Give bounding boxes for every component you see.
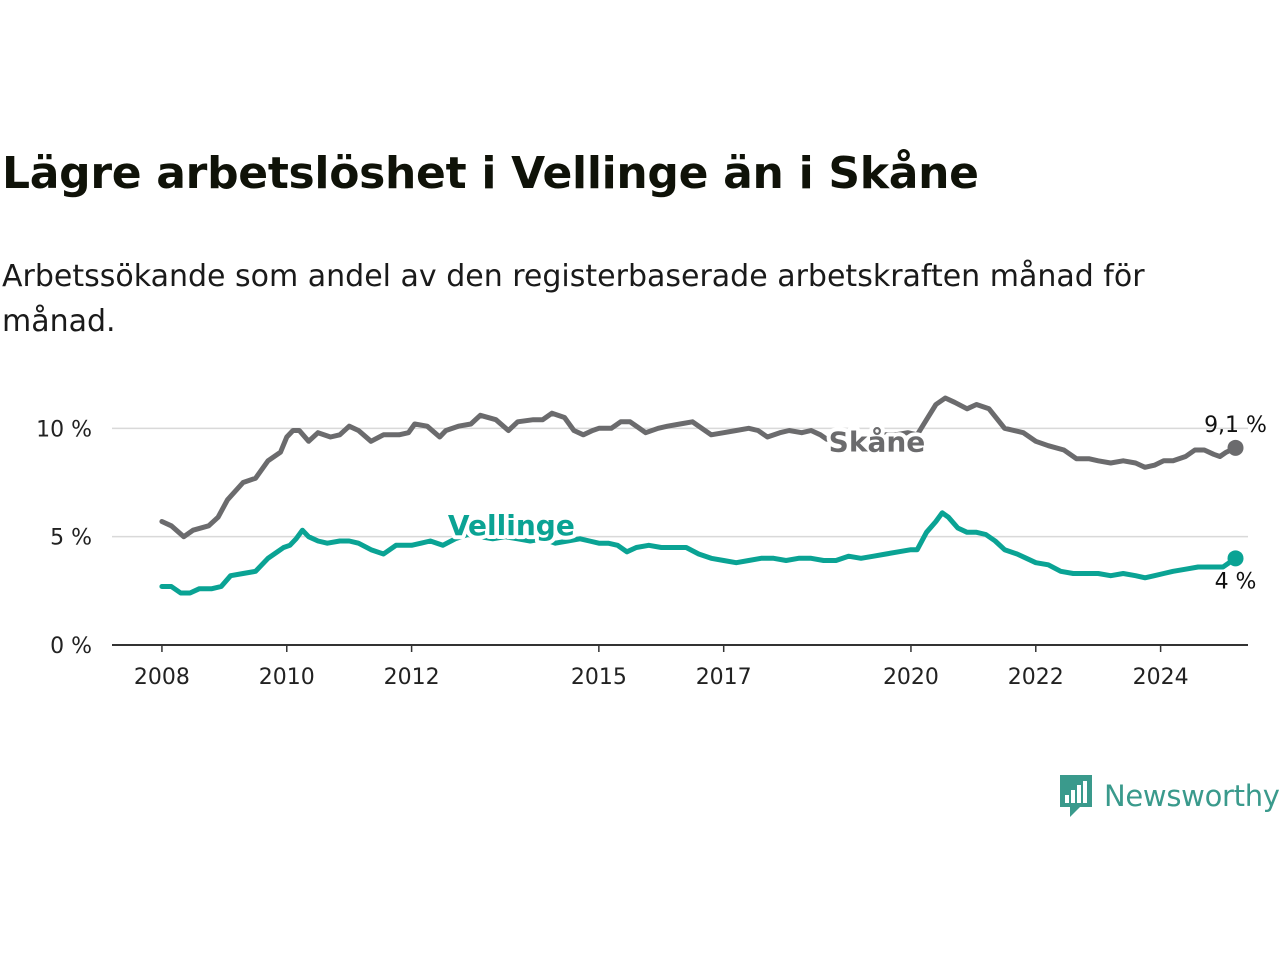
x-tick-label: 2017 <box>696 665 752 690</box>
x-tick-label: 2015 <box>571 665 627 690</box>
series-line-sk-ne <box>159 395 1238 540</box>
y-tick-label: 5 % <box>50 526 92 551</box>
x-tick-label: 2020 <box>883 665 939 690</box>
brand-name: Newsworthy <box>1104 779 1280 813</box>
end-point-vellinge <box>1227 550 1244 567</box>
series-label-vellinge: Vellinge <box>448 509 575 542</box>
gridlines <box>112 427 1248 538</box>
x-tick-label: 2024 <box>1133 665 1189 690</box>
x-tick-label: 2010 <box>259 665 315 690</box>
end-value-label-vellinge: 4 % <box>1215 569 1257 594</box>
line-chart: 0 %5 %10 % 2008 2010 2012 2015 2017 2020 2022 2… <box>36 395 1267 690</box>
x-tick-label: 2022 <box>1008 665 1064 690</box>
series-line-vellinge <box>159 510 1238 596</box>
end-value-label-sk-ne: 9,1 % <box>1204 413 1267 438</box>
y-tick-label: 0 % <box>50 634 92 659</box>
chart-title: Lägre arbetslöshet i Vellinge än i Skåne <box>2 148 979 199</box>
end-point-sk-ne <box>1227 439 1244 456</box>
series-label-sk-ne: Skåne <box>829 425 926 458</box>
annotation-layer: Skåne Vellinge <box>444 421 929 545</box>
chart-subtitle: Arbetssökande som andel av den registerb… <box>2 259 1145 339</box>
newsworthy-bar-chart-icon <box>1060 775 1092 817</box>
y-axis: 0 % 5 % 10 % <box>36 417 92 659</box>
brand-logo: Newsworthy <box>1058 772 1280 820</box>
x-tick-label: 2008 <box>134 665 190 690</box>
x-axis: 2008 2010 2012 2015 2017 2020 2022 2024 <box>112 644 1248 690</box>
series-layer: 9,1 % 4 % <box>159 395 1267 596</box>
x-tick-label: 2012 <box>384 665 440 690</box>
y-tick-label: 10 % <box>36 417 92 442</box>
